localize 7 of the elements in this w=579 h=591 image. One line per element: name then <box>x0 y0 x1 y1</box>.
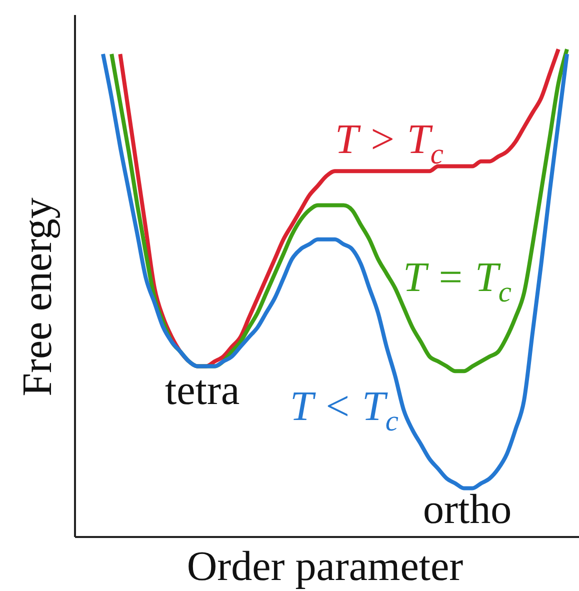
annotation: tetra <box>165 368 240 414</box>
y-axis-title: Free energy <box>15 198 61 396</box>
series-label: T < T$_{c}$ <box>290 384 398 438</box>
annotation: ortho <box>423 487 512 533</box>
series-label: T > T$_{c}$ <box>335 117 444 170</box>
series-label: T = T$_{c}$ <box>403 255 512 308</box>
x-axis-title: Order parameter <box>186 544 464 590</box>
